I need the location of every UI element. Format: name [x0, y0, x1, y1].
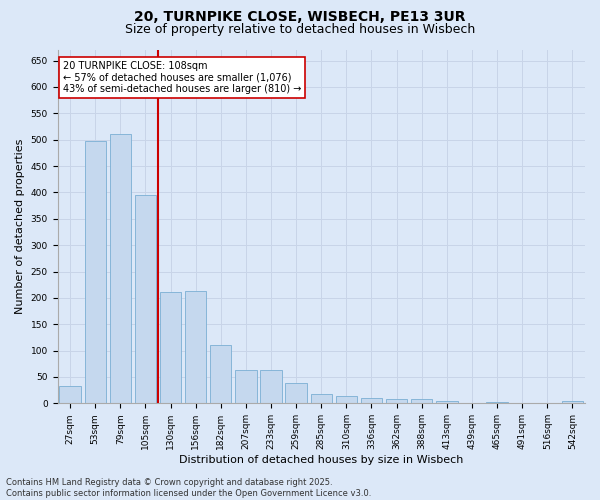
Bar	[361, 398, 382, 404]
Bar	[436, 400, 458, 404]
Text: Size of property relative to detached houses in Wisbech: Size of property relative to detached ho…	[125, 22, 475, 36]
Bar	[260, 370, 282, 404]
Bar	[135, 195, 156, 404]
Bar	[160, 292, 181, 404]
Text: 20 TURNPIKE CLOSE: 108sqm
← 57% of detached houses are smaller (1,076)
43% of se: 20 TURNPIKE CLOSE: 108sqm ← 57% of detac…	[63, 60, 301, 94]
Bar	[386, 398, 407, 404]
X-axis label: Distribution of detached houses by size in Wisbech: Distribution of detached houses by size …	[179, 455, 463, 465]
Bar	[286, 384, 307, 404]
Bar	[185, 291, 206, 404]
Bar	[210, 346, 232, 404]
Bar	[336, 396, 357, 404]
Bar	[311, 394, 332, 404]
Bar	[487, 402, 508, 404]
Text: 20, TURNPIKE CLOSE, WISBECH, PE13 3UR: 20, TURNPIKE CLOSE, WISBECH, PE13 3UR	[134, 10, 466, 24]
Bar	[512, 403, 533, 404]
Y-axis label: Number of detached properties: Number of detached properties	[15, 139, 25, 314]
Bar	[59, 386, 81, 404]
Bar	[411, 398, 433, 404]
Bar	[85, 141, 106, 404]
Text: Contains HM Land Registry data © Crown copyright and database right 2025.
Contai: Contains HM Land Registry data © Crown c…	[6, 478, 371, 498]
Bar	[562, 400, 583, 404]
Bar	[110, 134, 131, 404]
Bar	[235, 370, 257, 404]
